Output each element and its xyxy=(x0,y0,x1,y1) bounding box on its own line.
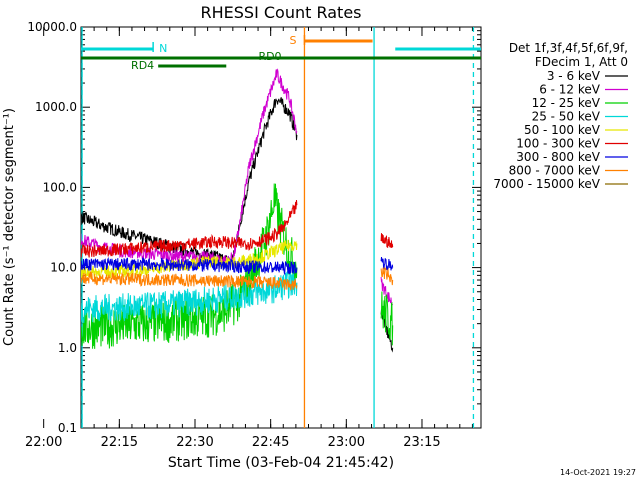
series-line xyxy=(380,291,394,346)
legend-entry-label: 3 - 6 keV xyxy=(547,69,601,83)
series-line xyxy=(81,270,298,324)
legend-entry-label: 100 - 300 keV xyxy=(516,137,600,151)
legend-header-2: FDecim 1, Att 0 xyxy=(535,55,628,69)
x-tick-label: 22:15 xyxy=(101,435,138,450)
x-axis-label: Start Time (03-Feb-04 21:45:42) xyxy=(168,455,394,471)
legend-entry-label: 6 - 12 keV xyxy=(539,83,601,97)
x-tick-label: 22:30 xyxy=(176,435,213,450)
vertical-markers xyxy=(81,27,475,428)
series-line xyxy=(380,233,394,248)
x-tick-label: 23:00 xyxy=(328,435,365,450)
legend: Det 1f,3f,4f,5f,6f,9f, FDecim 1, Att 0 3… xyxy=(493,41,628,191)
y-tick-label: 1000.0 xyxy=(35,100,77,114)
y-tick-label: 10.0 xyxy=(50,261,77,275)
rd4-label: RD4 xyxy=(131,59,154,72)
plot-frame xyxy=(80,26,482,429)
night-label: N xyxy=(159,42,167,55)
series-line xyxy=(380,267,394,286)
data-series xyxy=(81,68,394,353)
y-tick-label: 10000.0 xyxy=(27,20,77,34)
x-tick-label: 23:15 xyxy=(403,435,440,450)
annotation-bars: N S RD0 RD4 xyxy=(81,34,481,72)
footer-timestamp: 14-Oct-2021 19:27 xyxy=(560,468,636,477)
series-line xyxy=(81,68,298,268)
legend-entry-label: 12 - 25 keV xyxy=(532,96,601,110)
series-line xyxy=(81,199,298,258)
legend-entry-label: 800 - 7000 keV xyxy=(509,164,601,178)
y-tick-label: 0.1 xyxy=(58,421,77,435)
rd0-label: RD0 xyxy=(258,50,281,63)
x-tick-label: 22:45 xyxy=(252,435,289,450)
legend-entry-label: 300 - 800 keV xyxy=(516,150,600,164)
y-axis-label: Count Rate (s⁻¹ detector segment⁻¹) xyxy=(2,108,17,346)
y-tick-label: 100.0 xyxy=(43,180,77,194)
y-tick-label: 1.0 xyxy=(58,341,77,355)
legend-header-1: Det 1f,3f,4f,5f,6f,9f, xyxy=(509,41,628,55)
series-line xyxy=(81,97,298,266)
chart-title: RHESSI Count Rates xyxy=(201,3,362,22)
x-tick-label: 22:00 xyxy=(25,435,62,450)
axis-ticks: 0.1 1.0 10.0 100.0 1000.0 10000.0 22:00 22:15 22… xyxy=(25,20,481,450)
legend-entry-label: 50 - 100 keV xyxy=(524,123,601,137)
legend-entry-label: 7000 - 15000 keV xyxy=(493,177,600,191)
series-line xyxy=(380,257,394,271)
series-line xyxy=(81,256,298,276)
saa-label: S xyxy=(289,34,296,47)
legend-entry-label: 25 - 50 keV xyxy=(532,110,601,124)
series-line xyxy=(81,270,298,291)
